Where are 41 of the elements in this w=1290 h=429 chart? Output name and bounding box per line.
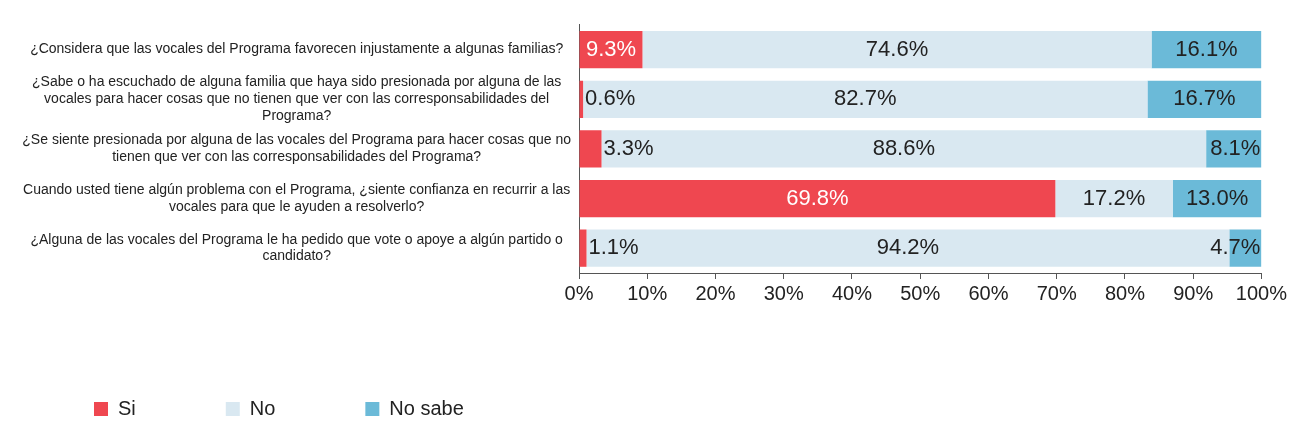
x-tick-label: 70% xyxy=(1036,281,1077,304)
data-label: 13.0% xyxy=(1185,184,1249,210)
data-label: 9.3% xyxy=(585,35,637,61)
bar xyxy=(1055,179,1173,218)
bar xyxy=(583,80,1148,118)
x-tick-label: 20% xyxy=(695,281,736,304)
y-tick-label: ¿Alguna de las vocales del Programa le ha pedido que vote o apoye a algún partido o candidato? xyxy=(30,230,564,264)
x-tick-label: 60% xyxy=(968,281,1009,304)
bar xyxy=(579,130,602,168)
data-label: 74.6% xyxy=(865,35,929,61)
y-tick-label: ¿Se siente presionada por alguna de las vocales del Programa para hacer cosas que no tienen que ver con las corresponsabilidades del Programa? xyxy=(22,131,572,165)
bar xyxy=(1147,80,1262,118)
data-label: 0.6% xyxy=(585,85,636,111)
x-tick-label: 90% xyxy=(1173,281,1214,304)
data-label: 3.3% xyxy=(603,134,654,160)
x-tick-label: 30% xyxy=(763,281,804,304)
bar xyxy=(579,179,1056,218)
y-tick-label: ¿Sabe o ha escuchado de alguna familia que haya sido presionada por alguna de las vocales para hacer cosas que no tienen que ver con las corresponsabilidades del Programa? xyxy=(32,73,562,123)
data-label: 1.1% xyxy=(588,234,639,260)
data-label: 94.2% xyxy=(876,234,940,260)
data-label: 82.7% xyxy=(834,85,897,111)
bar xyxy=(601,130,1207,168)
legend-label: No sabe xyxy=(389,396,464,419)
x-tick-label: 10% xyxy=(627,281,668,304)
data-label: 17.2% xyxy=(1082,184,1146,210)
y-tick-label: Cuando usted tiene algún problema con el Programa, ¿siente confianza en recurrir a las vocales para que le ayuden a resolverlo? xyxy=(23,181,571,214)
data-label: 16.7% xyxy=(1173,85,1236,111)
bar xyxy=(642,31,1152,69)
data-label: 88.6% xyxy=(872,134,936,160)
y-tick-label: ¿Considera que las vocales del Programa favorecen injustamente a algunas familias? xyxy=(30,40,564,57)
x-tick-label: 100% xyxy=(1235,281,1288,304)
x-tick-label: 40% xyxy=(831,281,873,304)
x-tick-label: 50% xyxy=(900,281,941,304)
data-label: 69.8% xyxy=(786,184,849,210)
bar xyxy=(579,229,587,267)
x-tick-label: 80% xyxy=(1104,281,1146,304)
x-tick-label: 0% xyxy=(564,281,594,304)
data-label: 8.1% xyxy=(1210,134,1261,160)
legend-label: Si xyxy=(118,396,136,419)
data-label: 16.1% xyxy=(1175,35,1238,61)
legend-label: No xyxy=(249,396,276,419)
